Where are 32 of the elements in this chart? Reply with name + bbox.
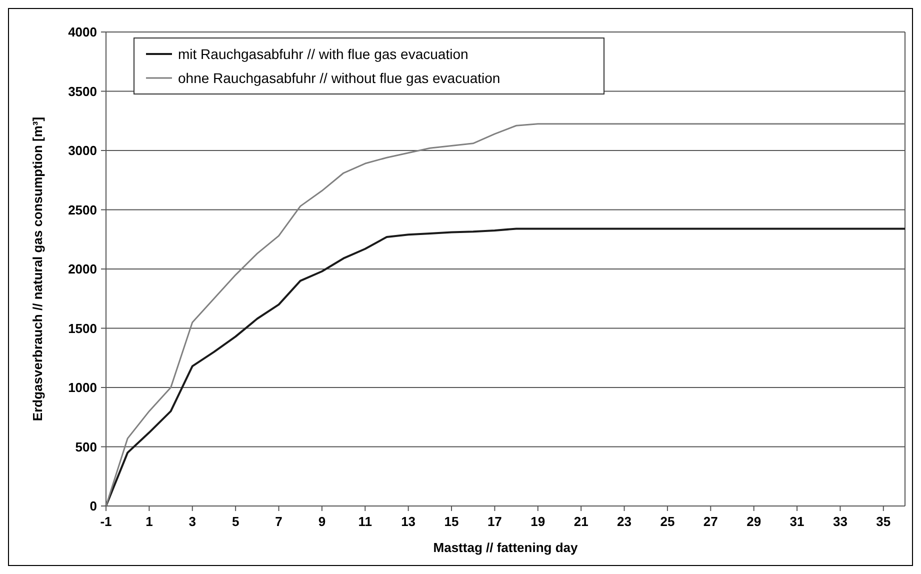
x-tick-label: -1 bbox=[100, 514, 112, 529]
y-tick-label: 1500 bbox=[68, 320, 97, 336]
x-tick-label: 5 bbox=[232, 514, 240, 529]
x-tick-label: 15 bbox=[444, 514, 459, 529]
y-tick-label: 500 bbox=[75, 439, 97, 454]
legend-label: mit Rauchgasabfuhr // with flue gas evacuation bbox=[178, 46, 468, 62]
x-tick-label: 27 bbox=[703, 514, 718, 529]
legend-label: ohne Rauchgasabfuhr // without flue gas evacuation bbox=[178, 70, 500, 86]
x-tick-label: 25 bbox=[660, 514, 675, 529]
x-tick-label: 23 bbox=[617, 514, 632, 529]
x-tick-label: 19 bbox=[530, 514, 546, 529]
y-tick-label: 0 bbox=[90, 498, 97, 514]
x-tick-label: 1 bbox=[146, 514, 153, 529]
x-tick-label: 17 bbox=[487, 514, 502, 529]
x-tick-label: 33 bbox=[832, 514, 848, 529]
x-tick-label: 11 bbox=[358, 514, 372, 529]
y-tick-label: 3000 bbox=[68, 143, 97, 158]
y-tick-label: 1000 bbox=[68, 380, 97, 396]
y-tick-label: 3500 bbox=[68, 84, 97, 99]
y-axis-title: Erdgasverbrauch // natural gas consumption [m³] bbox=[30, 116, 45, 422]
x-tick-label: 31 bbox=[790, 514, 804, 529]
x-tick-label: 9 bbox=[318, 514, 326, 529]
x-tick-label: 3 bbox=[188, 514, 196, 529]
x-tick-label: 7 bbox=[275, 514, 282, 529]
x-tick-label: 13 bbox=[401, 514, 416, 529]
x-tick-label: 29 bbox=[746, 514, 762, 529]
x-tick-label: 35 bbox=[876, 514, 891, 529]
y-tick-label: 2500 bbox=[68, 202, 97, 218]
y-tick-label: 2000 bbox=[68, 262, 97, 277]
x-axis-title: Masttag // fattening day bbox=[433, 540, 578, 555]
x-tick-label: 21 bbox=[574, 514, 588, 529]
y-tick-label: 4000 bbox=[68, 24, 97, 40]
